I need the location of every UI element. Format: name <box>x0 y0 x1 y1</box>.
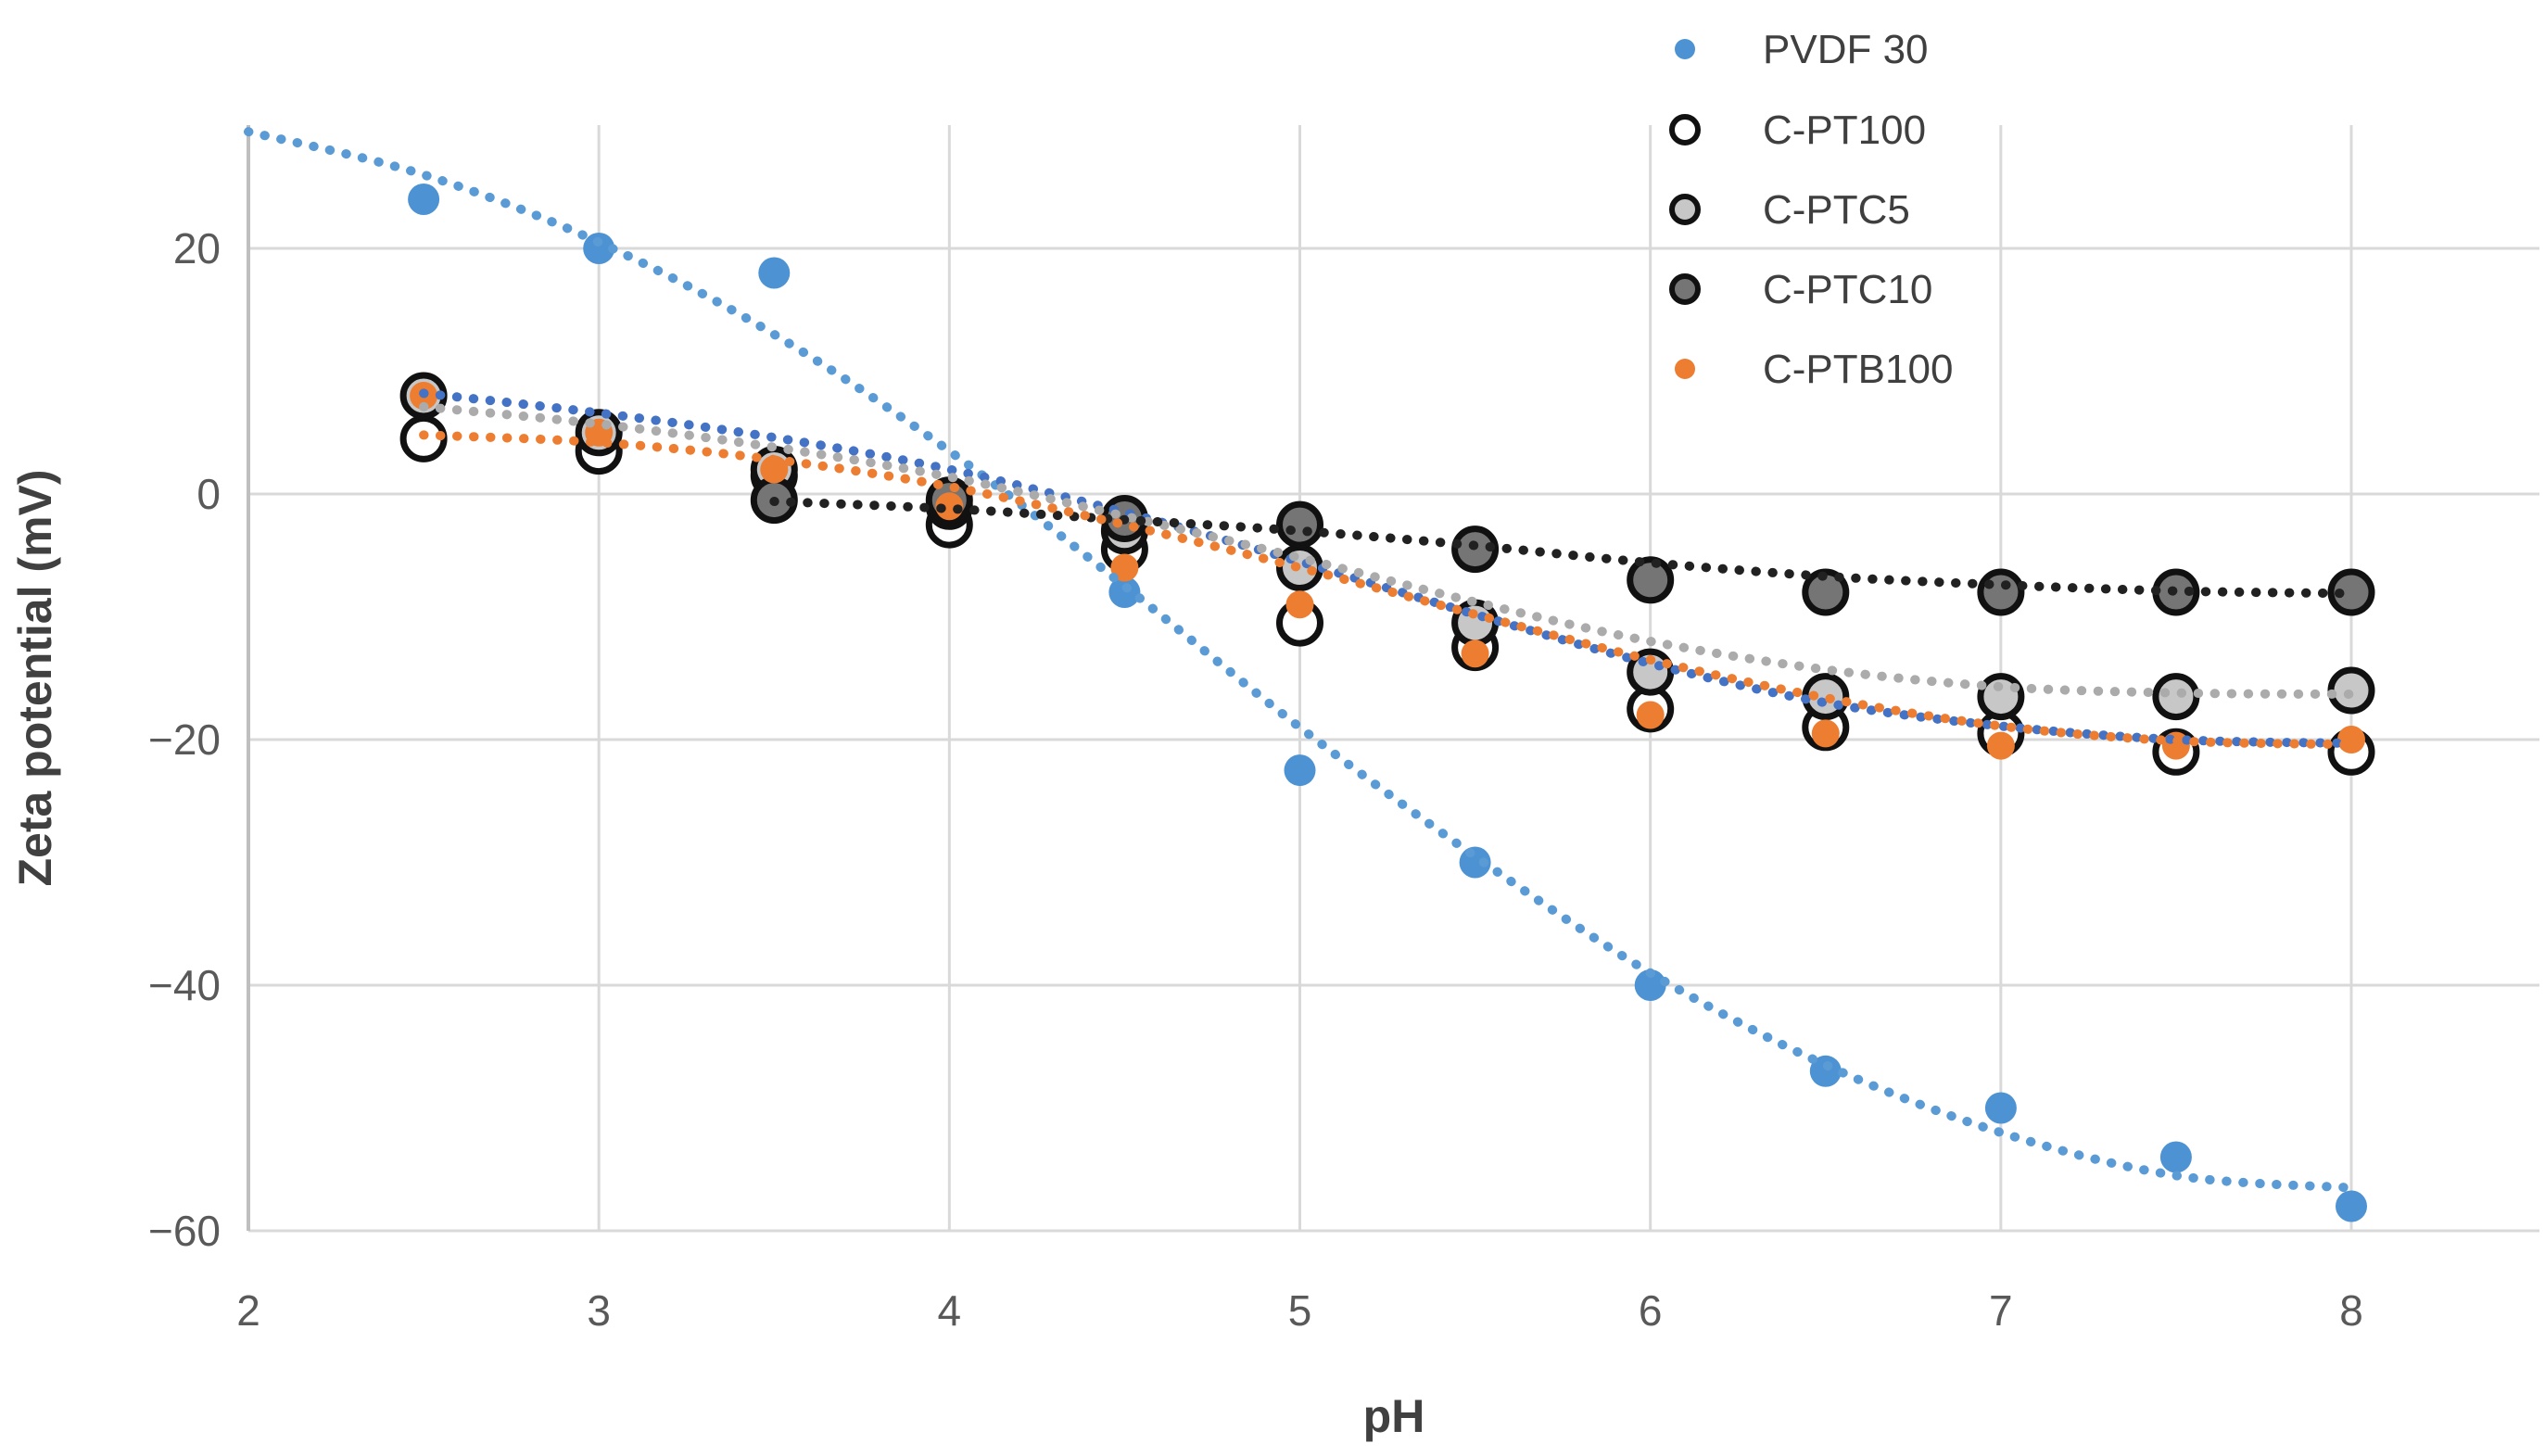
data-point-C-PTB100-pH-5 <box>1285 590 1314 619</box>
data-point-PVDF 30-pH-5 <box>1284 754 1316 787</box>
trendline-C-PTC10 <box>769 497 2356 599</box>
data-point-C-PTB100-pH-3.5 <box>760 455 789 484</box>
legend-marker-PVDF 30-icon <box>1675 39 1695 59</box>
series-markers-PVDF 30 <box>408 184 2367 1222</box>
data-point-PVDF 30-pH-7 <box>1984 1092 2017 1124</box>
data-point-C-PTC10-pH-5 <box>1276 500 1323 549</box>
series-markers-C-PTC5 <box>399 372 2375 721</box>
data-point-C-PTC10-pH-6 <box>1627 556 1675 604</box>
data-point-C-PTB100-pH-5.5 <box>1461 639 1489 668</box>
y-tick-label-−20: −20 <box>148 715 221 764</box>
gridlines <box>247 125 2539 1233</box>
y-tick-label-−40: −40 <box>148 961 221 1009</box>
data-point-PVDF 30-pH-3 <box>583 233 615 264</box>
y-axis-title: Zeta potential (mV) <box>9 469 61 886</box>
data-point-PVDF 30-pH-8 <box>2336 1190 2367 1222</box>
data-point-C-PTC10-pH-7 <box>1977 568 2025 616</box>
legend-marker-C-PTC10-icon <box>1669 273 1701 305</box>
legend-label-C-PT100: C-PT100 <box>1763 108 1926 153</box>
legend-label-C-PTC10: C-PTC10 <box>1763 267 1932 312</box>
legend-marker-C-PTC5-icon <box>1669 194 1701 225</box>
legend-item-PVDF 30: PVDF 30 <box>1675 27 1929 72</box>
legend-label-PVDF 30: PVDF 30 <box>1763 27 1929 72</box>
legend-label-C-PTC5: C-PTC5 <box>1763 187 1910 233</box>
y-tick-label-0: 0 <box>196 470 221 518</box>
series-markers-C-PT100 <box>399 414 2375 776</box>
x-tick-label-8: 8 <box>2339 1286 2363 1335</box>
y-tick-label-−60: −60 <box>148 1207 221 1255</box>
legend: PVDF 30 C-PT100 C-PTC5 C-PTC10 C-PTB100 <box>1669 27 1953 392</box>
trendline-C-PT100 <box>419 388 2356 748</box>
data-point-C-PTC10-pH-8 <box>2327 568 2375 616</box>
legend-item-C-PTC10: C-PTC10 <box>1669 267 1932 312</box>
x-tick-label-4: 4 <box>938 1286 962 1335</box>
data-point-C-PTB100-pH-6 <box>1636 701 1665 729</box>
legend-item-C-PTC5: C-PTC5 <box>1669 187 1910 233</box>
x-tick-label-5: 5 <box>1288 1286 1312 1335</box>
data-point-PVDF 30-pH-4.5 <box>1108 576 1141 608</box>
x-tick-label-7: 7 <box>1989 1286 2013 1335</box>
trendline-C-PTB100 <box>419 430 2356 750</box>
data-point-PVDF 30-pH-6.5 <box>1809 1055 1842 1087</box>
legend-marker-C-PTB100-icon <box>1675 359 1695 379</box>
legend-label-C-PTB100: C-PTB100 <box>1763 347 1953 392</box>
data-point-PVDF 30-pH-7.5 <box>2159 1141 2192 1173</box>
x-tick-label-6: 6 <box>1639 1286 1663 1335</box>
data-point-C-PTB100-pH-7 <box>1986 731 2015 760</box>
trendline-C-PTC5 <box>419 401 2356 699</box>
data-point-PVDF 30-pH-6 <box>1634 969 1666 1001</box>
data-point-C-PTB100-pH-6.5 <box>1811 719 1840 748</box>
x-tick-label-2: 2 <box>236 1286 260 1335</box>
legend-item-C-PT100: C-PT100 <box>1669 108 1926 153</box>
data-point-C-PTC5-pH-7.5 <box>2152 673 2200 721</box>
data-point-C-PTB100-pH-8 <box>2337 726 2365 753</box>
legend-item-C-PTB100: C-PTB100 <box>1675 347 1953 392</box>
data-point-PVDF 30-pH-2.5 <box>408 184 440 215</box>
data-point-C-PTC5-pH-7 <box>1977 673 2025 721</box>
data-point-C-PTC10-pH-6.5 <box>1802 568 1850 616</box>
x-axis-title: pH <box>1363 1390 1425 1442</box>
x-tick-label-3: 3 <box>587 1286 611 1335</box>
y-tick-label-20: 20 <box>173 224 221 272</box>
trendline-PVDF 30 <box>244 127 2356 1193</box>
legend-marker-C-PT100-icon <box>1669 114 1701 146</box>
data-point-C-PTB100-pH-4.5 <box>1110 553 1139 582</box>
series-markers-C-PTC10 <box>750 476 2375 616</box>
data-point-PVDF 30-pH-3.5 <box>758 257 791 289</box>
